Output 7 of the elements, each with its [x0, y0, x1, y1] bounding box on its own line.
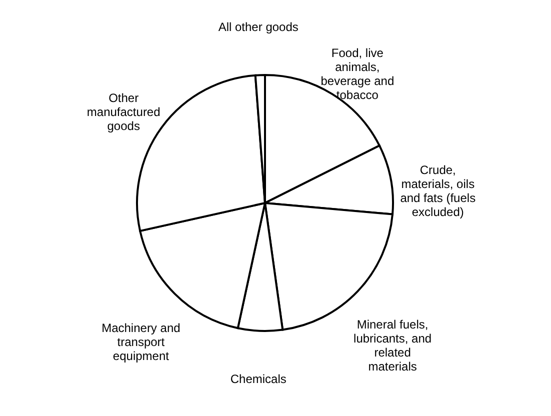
slice-label: Machinery and transport equipment [102, 320, 180, 363]
slice-label: Other manufactured goods [86, 91, 160, 134]
slice-label: All other goods [218, 20, 298, 34]
slice-label: Mineral fuels, lubricants, and related materials [354, 317, 432, 374]
slice-label: Food, live animals, beverage and tobacco [320, 46, 394, 102]
slice-label: Chemicals [230, 372, 286, 386]
slice-label: Crude, materials, oils and fats (fuels excluded) [400, 163, 476, 220]
